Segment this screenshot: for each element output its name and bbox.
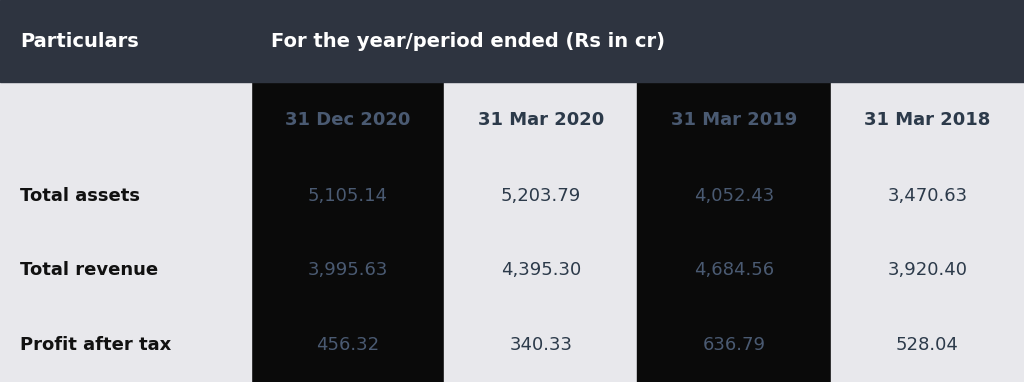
Bar <box>251 82 444 382</box>
Text: 4,395.30: 4,395.30 <box>501 261 581 279</box>
Text: 5,203.79: 5,203.79 <box>501 187 581 205</box>
Text: 340.33: 340.33 <box>509 336 572 354</box>
Text: 31 Mar 2018: 31 Mar 2018 <box>864 111 990 129</box>
Text: 4,052.43: 4,052.43 <box>694 187 774 205</box>
Text: 31 Mar 2019: 31 Mar 2019 <box>671 111 798 129</box>
Bar <box>0 0 1024 82</box>
Bar <box>444 82 637 382</box>
Text: For the year/period ended (Rs in cr): For the year/period ended (Rs in cr) <box>271 32 666 50</box>
Text: Profit after tax: Profit after tax <box>20 336 172 354</box>
Text: 31 Dec 2020: 31 Dec 2020 <box>285 111 411 129</box>
Text: Particulars: Particulars <box>20 32 139 50</box>
Text: Total assets: Total assets <box>20 187 140 205</box>
Text: 3,920.40: 3,920.40 <box>888 261 968 279</box>
Text: Total revenue: Total revenue <box>20 261 159 279</box>
Text: 3,995.63: 3,995.63 <box>307 261 388 279</box>
Text: 456.32: 456.32 <box>316 336 379 354</box>
Bar <box>0 82 251 382</box>
Text: 528.04: 528.04 <box>896 336 958 354</box>
Text: 636.79: 636.79 <box>702 336 766 354</box>
Text: 4,684.56: 4,684.56 <box>694 261 774 279</box>
Bar <box>637 82 830 382</box>
Bar <box>830 82 1024 382</box>
Text: 5,105.14: 5,105.14 <box>307 187 387 205</box>
Text: 3,470.63: 3,470.63 <box>888 187 968 205</box>
Text: 31 Mar 2020: 31 Mar 2020 <box>477 111 604 129</box>
